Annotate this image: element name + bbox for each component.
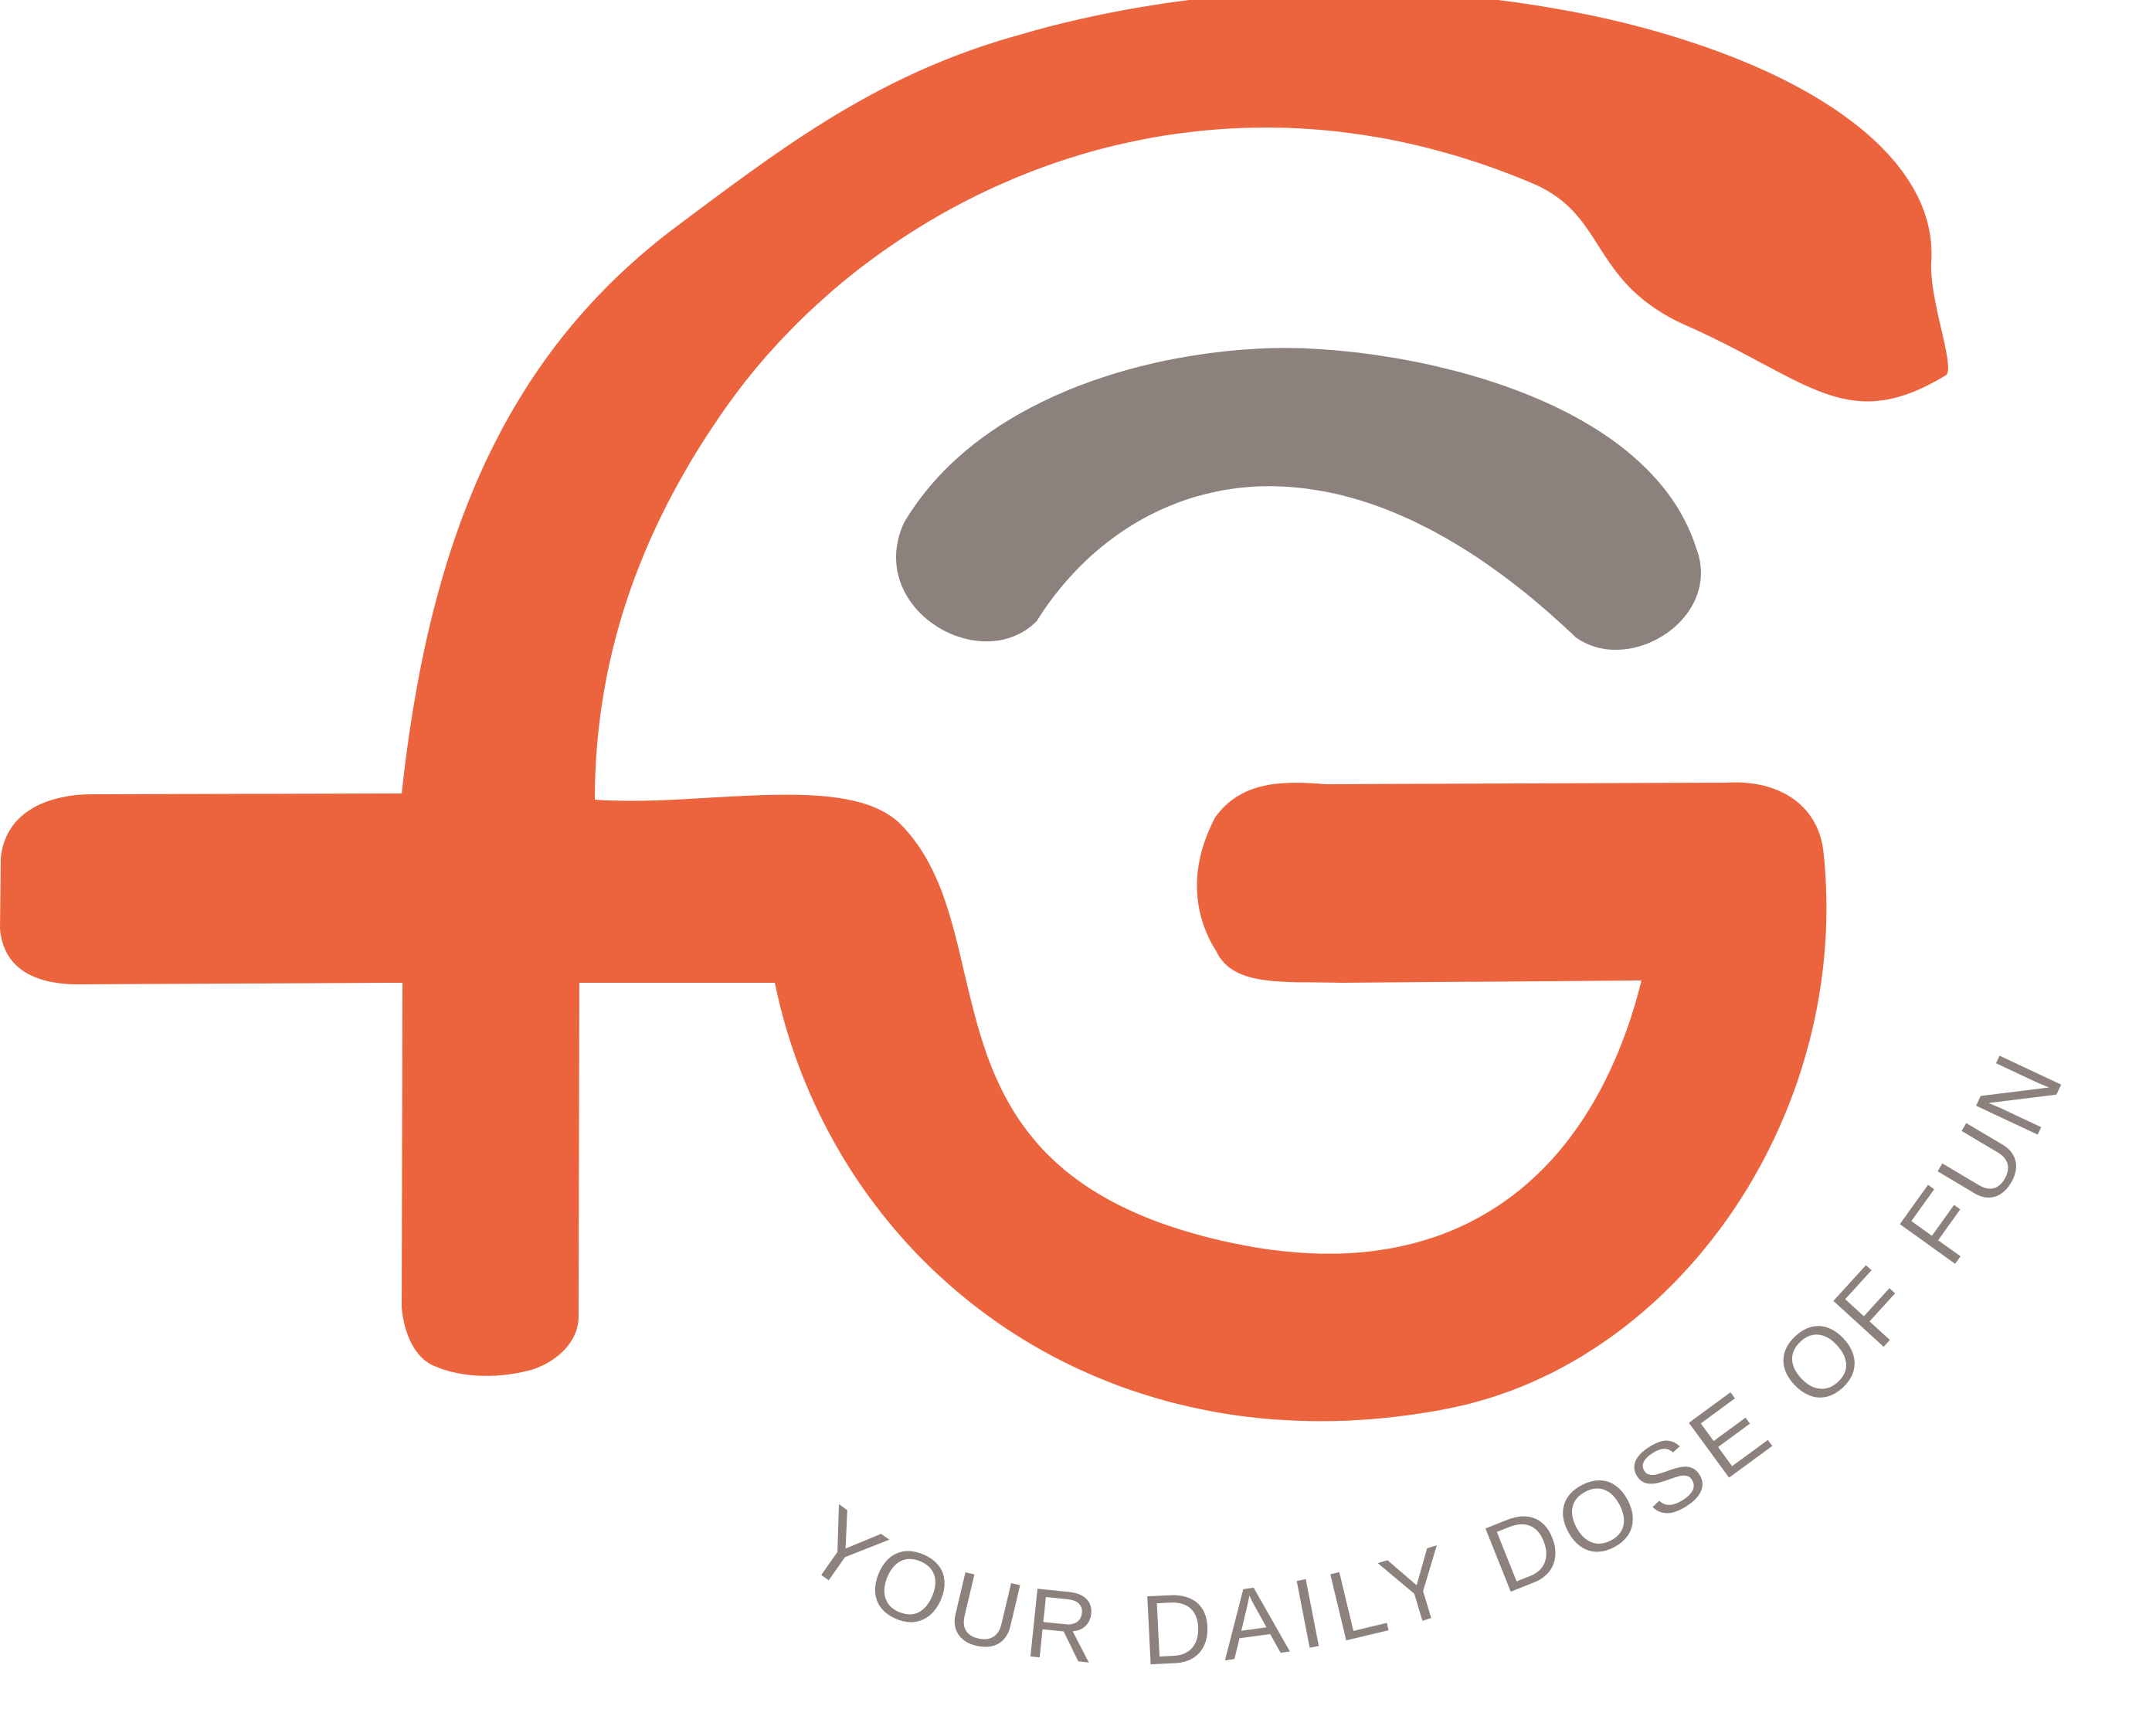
monogram-orange [0, 0, 1948, 1421]
f-and-g-main-shape [0, 0, 1948, 1421]
monogram-gray-arc [896, 348, 1701, 650]
g-inner-arc [896, 348, 1701, 650]
